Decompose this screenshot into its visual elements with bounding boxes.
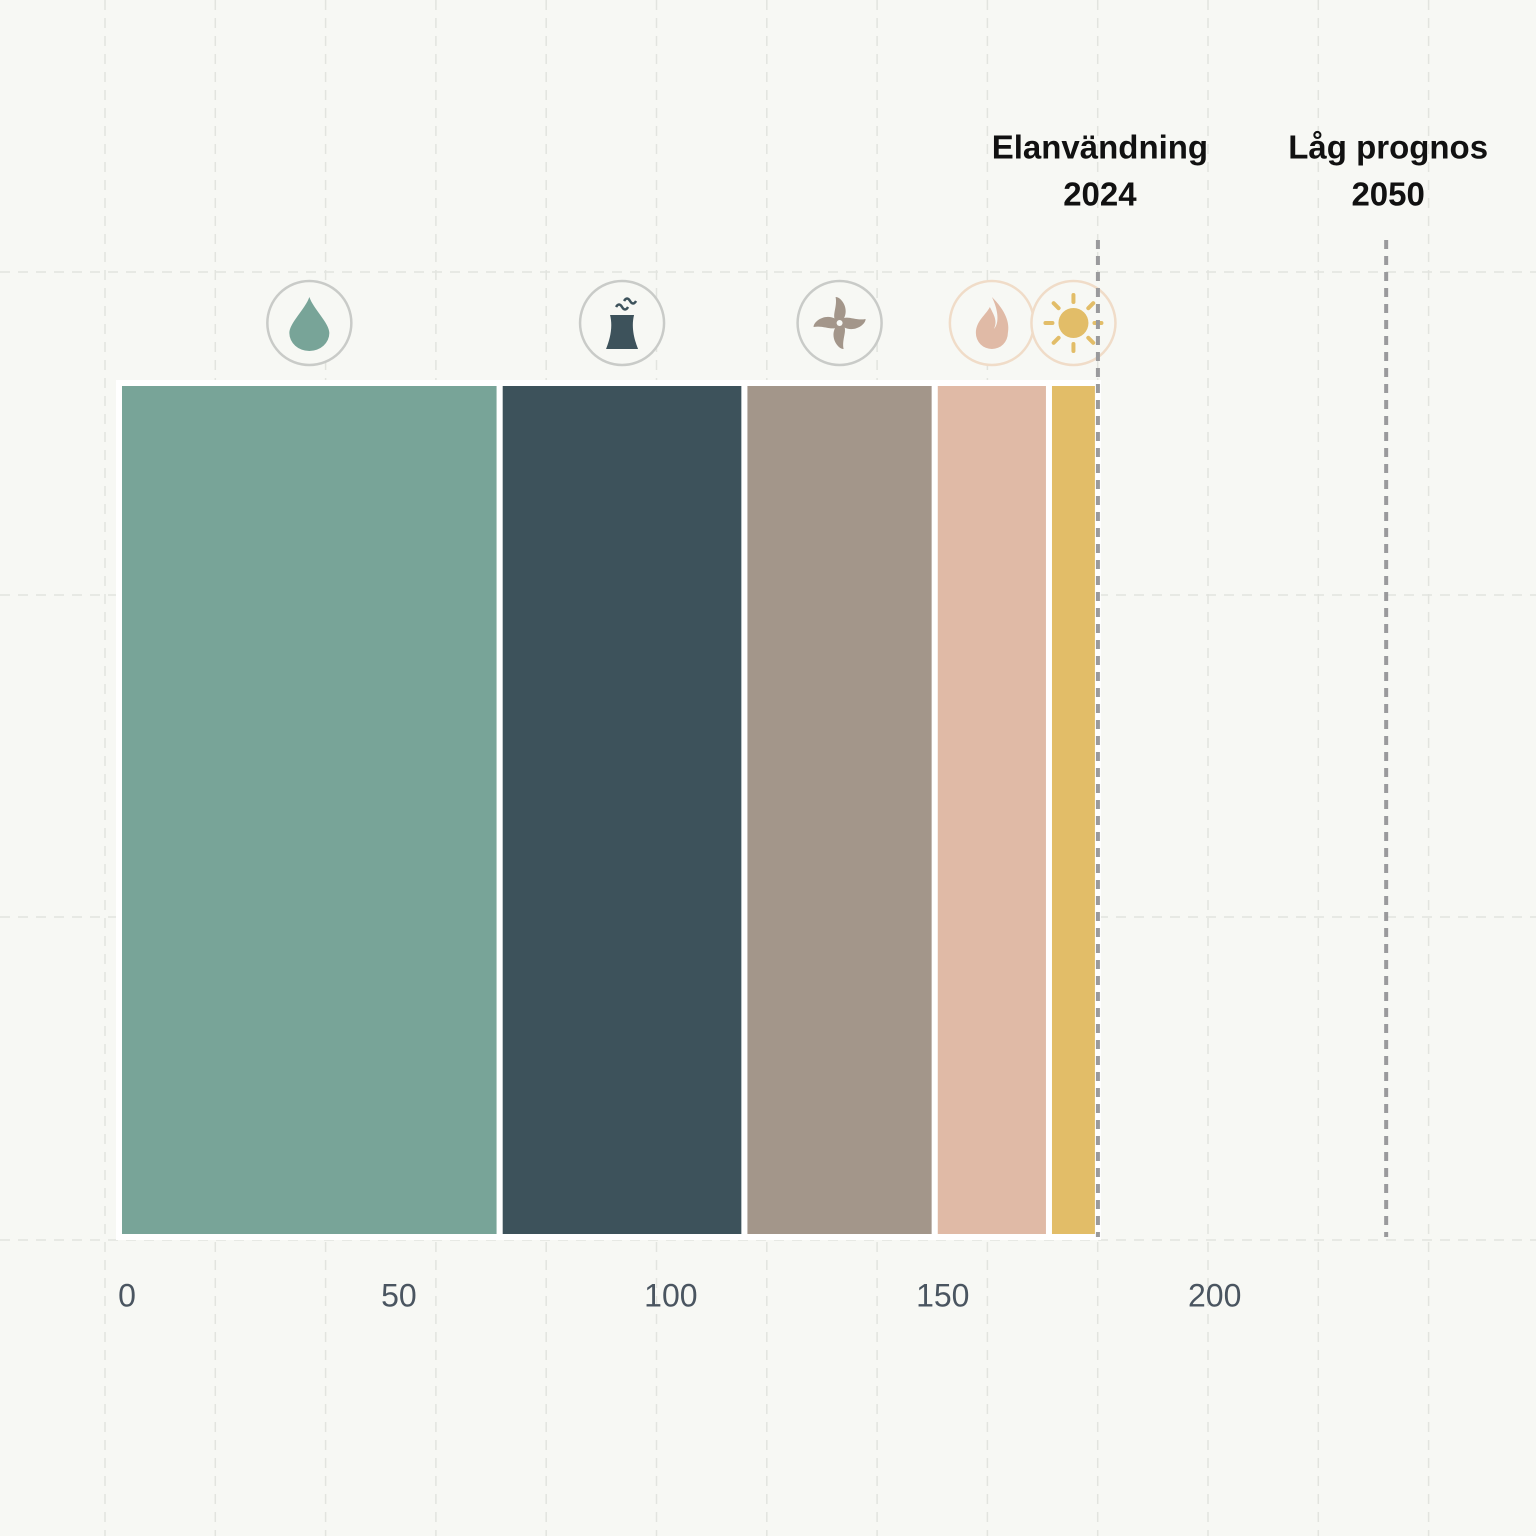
bar-segment [741, 380, 938, 1240]
icon-blade [839, 317, 866, 330]
icon [578, 279, 666, 367]
icon [796, 279, 883, 367]
x-tick-label: 0 [118, 1277, 136, 1313]
icon-ray [1051, 335, 1061, 345]
bar-segment [496, 380, 748, 1240]
icon-tower [606, 315, 639, 349]
marker-label: Låg prognos [1288, 129, 1488, 166]
icon-blade [833, 323, 846, 349]
marker-label: 2024 [1063, 176, 1137, 213]
bar-segment [116, 380, 503, 1240]
icon-flame [975, 297, 1009, 349]
marker-label: 2050 [1351, 176, 1424, 213]
icon [1030, 279, 1117, 367]
icon-ray [1086, 335, 1096, 345]
icon-sun [1058, 308, 1089, 338]
x-tick-label: 50 [381, 1277, 417, 1313]
icon [266, 279, 353, 367]
icon-ray [1086, 301, 1096, 311]
bar-segment [1045, 380, 1101, 1240]
icon-drop [289, 297, 330, 351]
icon-ray [1051, 301, 1061, 311]
icon-steam [614, 297, 638, 311]
x-tick-label: 100 [644, 1277, 697, 1313]
icon-blade [813, 316, 840, 329]
x-tick-label: 150 [916, 1277, 969, 1313]
marker-label: Elanvändning [992, 129, 1208, 166]
icon-hub [836, 320, 843, 326]
icon-blade [834, 297, 846, 323]
x-tick-label: 200 [1188, 1277, 1241, 1313]
bar-segment [931, 380, 1052, 1240]
icon [948, 279, 1036, 367]
